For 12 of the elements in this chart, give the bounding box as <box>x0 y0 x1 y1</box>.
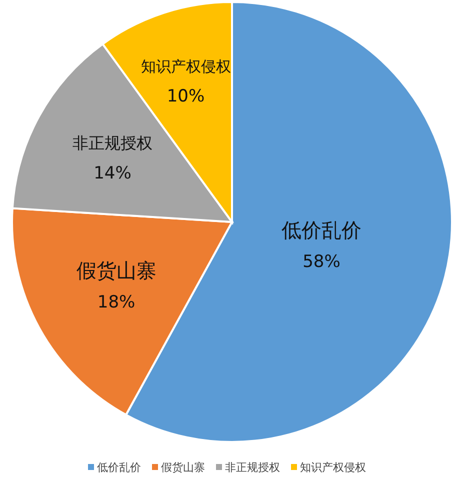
data-label: 10% <box>166 86 205 107</box>
slice-label: 低价乱价 <box>281 218 362 242</box>
data-label: 58% <box>302 252 340 272</box>
data-label: 18% <box>97 292 136 313</box>
slice-label: 假货山寨 <box>76 258 156 283</box>
legend-label: 假货山寨 <box>161 461 205 474</box>
legend-label: 知识产权侵权 <box>300 461 366 474</box>
legend-label: 非正规授权 <box>225 461 280 474</box>
slice-label: 低价乱价 <box>97 461 141 474</box>
data-label: 14% <box>94 163 132 184</box>
slice-label: 非正规授权 <box>72 133 152 152</box>
slice-label: 知识产权侵权 <box>140 58 231 76</box>
